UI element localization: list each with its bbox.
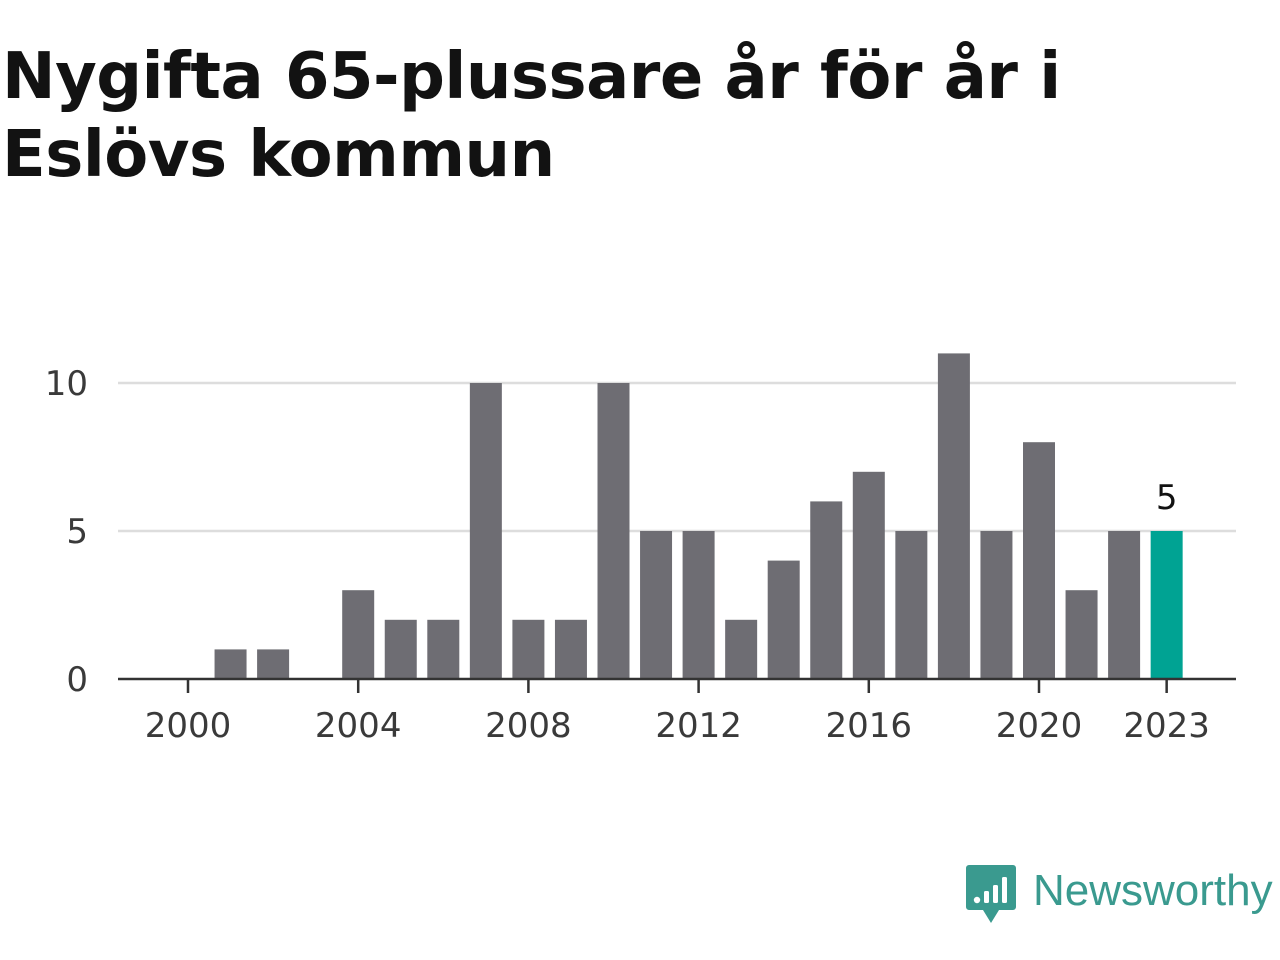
- highlight-bar: [1150, 531, 1183, 679]
- x-tick-label: 2020: [996, 706, 1083, 746]
- chart-title: Nygifta 65-plussare år för år i Eslövs k…: [2, 40, 1061, 192]
- y-tick-label: 10: [45, 364, 88, 404]
- bar: [810, 501, 843, 679]
- bar: [597, 383, 630, 679]
- bar: [554, 619, 587, 679]
- bar: [852, 471, 885, 679]
- x-tick-label: 2004: [315, 706, 402, 746]
- bar: [384, 619, 417, 679]
- bar: [682, 531, 715, 679]
- x-tick-label: 2008: [485, 706, 572, 746]
- bar: [1023, 442, 1055, 679]
- x-tick-label: 2012: [655, 706, 742, 746]
- bar: [427, 619, 460, 679]
- bar: [767, 560, 800, 679]
- y-tick-label: 5: [66, 512, 88, 552]
- bar: [342, 590, 375, 679]
- bar: [512, 619, 545, 679]
- newsworthy-logo-icon: [966, 865, 1016, 923]
- bar: [937, 353, 970, 679]
- bar: [214, 649, 247, 679]
- bar: [257, 649, 290, 679]
- bar: [1065, 590, 1098, 679]
- bar: [895, 531, 928, 679]
- bar: [980, 531, 1013, 679]
- brand-logo: Newsworthy: [965, 863, 1273, 927]
- x-tick-label: 2000: [145, 706, 232, 746]
- bar: [725, 619, 758, 679]
- x-tick-label: 2023: [1123, 706, 1210, 746]
- y-tick-label: 0: [66, 660, 88, 700]
- bar: [640, 531, 673, 679]
- bar: [469, 383, 502, 679]
- highlight-value-label: 5: [1156, 478, 1178, 518]
- brand-name: Newsworthy: [1033, 866, 1273, 915]
- x-tick-label: 2016: [826, 706, 913, 746]
- bar: [1108, 531, 1141, 679]
